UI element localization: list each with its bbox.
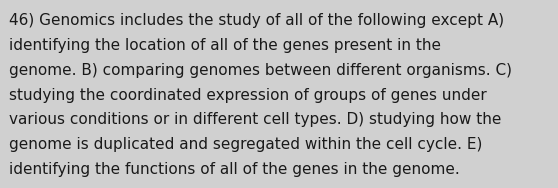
Text: 46) Genomics includes the study of all of the following except A): 46) Genomics includes the study of all o… xyxy=(9,13,504,28)
Text: identifying the location of all of the genes present in the: identifying the location of all of the g… xyxy=(9,38,441,53)
Text: genome. B) comparing genomes between different organisms. C): genome. B) comparing genomes between dif… xyxy=(9,63,512,78)
Text: identifying the functions of all of the genes in the genome.: identifying the functions of all of the … xyxy=(9,162,460,177)
Text: studying the coordinated expression of groups of genes under: studying the coordinated expression of g… xyxy=(9,88,487,103)
Text: various conditions or in different cell types. D) studying how the: various conditions or in different cell … xyxy=(9,112,502,127)
Text: genome is duplicated and segregated within the cell cycle. E): genome is duplicated and segregated with… xyxy=(9,137,483,152)
